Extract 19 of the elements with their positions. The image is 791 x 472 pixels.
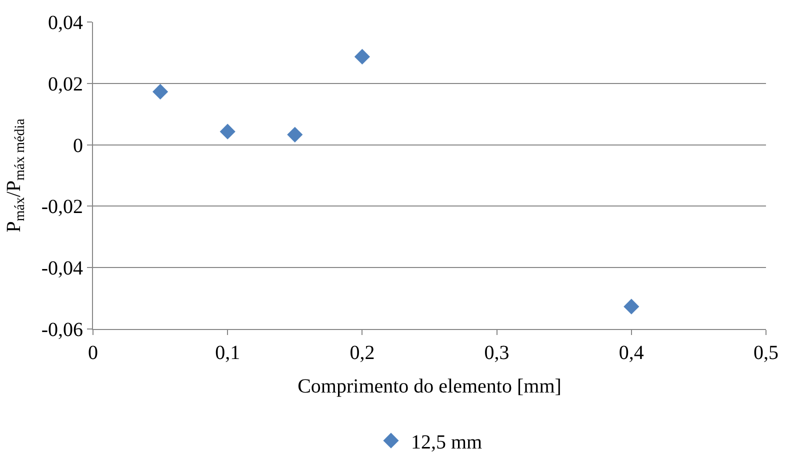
y-tick-label: 0 [73,134,83,157]
point [624,298,640,314]
x-tick-label: 0,5 [754,342,778,364]
x-tick-label: 0,1 [215,342,240,364]
x-tick-label: 0,3 [484,342,510,364]
y-tick-label: -0,06 [41,319,83,341]
point [152,84,168,100]
y-tick-label: -0,02 [41,196,83,218]
x-tick-label: 0,2 [350,342,375,364]
legend-label: 12,5 mm [411,431,483,454]
y-tick-label: 0,02 [48,73,83,96]
y-tick-label: 0,04 [48,12,83,34]
point [287,126,303,142]
x-tick-label: 0,4 [618,342,644,364]
point [354,48,370,64]
x-tick-label: 0 [88,342,98,364]
x-axis-title: Comprimento do elemento [mm] [298,376,562,398]
point [220,124,236,140]
y-tick-label: -0,04 [41,258,83,280]
